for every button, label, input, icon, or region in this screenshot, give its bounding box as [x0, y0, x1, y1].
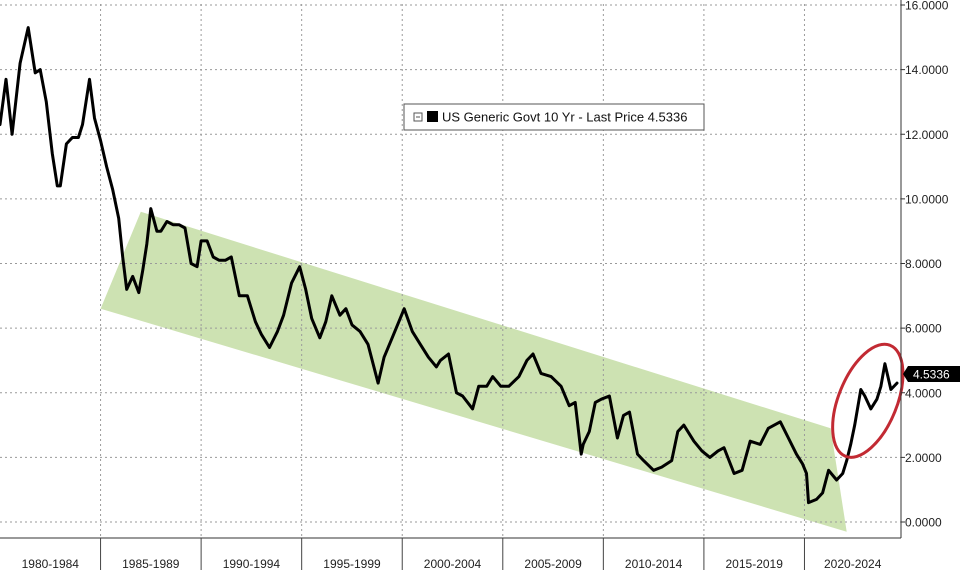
legend-box [403, 103, 705, 131]
y-tick-label: 16.0000 [905, 0, 949, 13]
x-tick-label: 1980-1984 [22, 557, 80, 570]
x-tick-label: 2005-2009 [524, 557, 582, 570]
x-tick-label: 2010-2014 [625, 557, 683, 570]
series-line-us-10yr [0, 26, 899, 505]
y-tick-label: 2.0000 [905, 451, 942, 465]
last-price-tag: 4.5336 [903, 366, 960, 382]
x-tick-label: 2000-2004 [424, 557, 482, 570]
x-tick-label: 2015-2019 [726, 557, 784, 570]
y-tick-label: 6.0000 [905, 322, 942, 336]
last-price-tag-value: 4.5336 [913, 368, 950, 382]
x-tick-label: 1990-1994 [223, 557, 281, 570]
legend: US Generic Govt 10 Yr - Last Price 4.533… [403, 103, 705, 131]
last-price-tag-background [903, 366, 960, 382]
y-tick-label: 12.0000 [905, 128, 949, 142]
x-tick-label: 2020-2024 [824, 557, 882, 570]
legend-series-swatch [427, 111, 438, 122]
trend-channel [100, 211, 847, 532]
legend-series-label: US Generic Govt 10 Yr - Last Price 4.533… [442, 110, 687, 125]
legend-expand-icon[interactable] [413, 112, 423, 122]
y-tick-label: 14.0000 [905, 63, 949, 77]
y-tick-label: 10.0000 [905, 192, 949, 206]
y-tick-label: 0.0000 [905, 516, 942, 530]
y-tick-label: 8.0000 [905, 257, 942, 271]
x-tick-label: 1995-1999 [323, 557, 381, 570]
y-tick-label: 4.0000 [905, 386, 942, 400]
highlight-ellipse [831, 342, 905, 459]
x-tick-label: 1985-1989 [122, 557, 180, 570]
